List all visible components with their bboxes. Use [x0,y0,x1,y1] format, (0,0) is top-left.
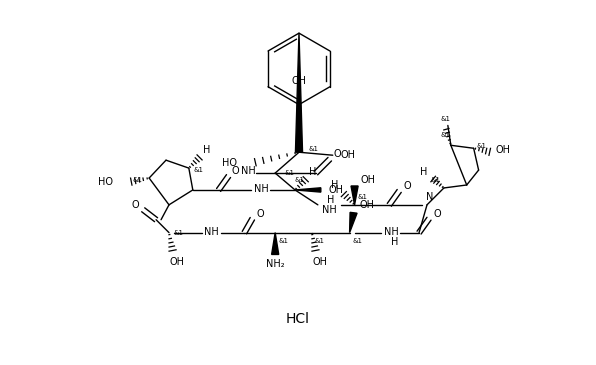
Text: &1: &1 [441,116,451,123]
Text: &1: &1 [132,177,142,183]
Polygon shape [272,233,279,254]
Text: H: H [390,237,398,246]
Text: O: O [433,209,441,219]
Text: OH: OH [496,145,511,155]
Text: &1: &1 [431,177,441,183]
Text: &1: &1 [284,170,294,176]
Polygon shape [296,33,303,152]
Text: OH: OH [360,200,375,210]
Text: NH: NH [254,184,269,194]
Text: NH₂: NH₂ [266,260,284,269]
Text: &1: &1 [295,177,305,183]
Text: NH: NH [322,205,337,215]
Text: NH: NH [241,166,256,176]
Text: &1: &1 [353,238,362,243]
Text: &1: &1 [441,132,451,138]
Text: H: H [331,180,339,190]
Text: &1: &1 [194,167,204,173]
Text: O: O [334,149,342,159]
Text: NH: NH [204,227,219,237]
Text: &1: &1 [278,238,288,243]
Polygon shape [351,186,358,205]
Text: &1: &1 [174,230,184,236]
Polygon shape [350,212,357,233]
Text: OH: OH [361,175,376,185]
Text: H: H [327,195,334,205]
Text: &1: &1 [477,143,486,149]
Text: N: N [426,192,434,202]
Text: O: O [232,166,239,176]
Text: &1: &1 [358,194,368,200]
Text: O: O [256,209,264,219]
Text: NH: NH [384,227,399,237]
Text: O: O [132,200,139,210]
Text: H: H [203,145,210,155]
Text: OH: OH [340,150,355,160]
Text: OH: OH [312,257,327,268]
Polygon shape [295,188,321,192]
Text: OH: OH [169,257,184,268]
Text: H: H [309,167,316,177]
Text: OH: OH [328,185,343,195]
Text: HO: HO [222,158,237,168]
Text: O: O [403,181,411,191]
Text: H: H [420,167,428,177]
Text: HCl: HCl [286,312,310,326]
Text: &1: &1 [315,238,325,243]
Text: OH: OH [291,76,306,86]
Text: HO: HO [98,177,113,187]
Text: &1: &1 [309,146,319,152]
